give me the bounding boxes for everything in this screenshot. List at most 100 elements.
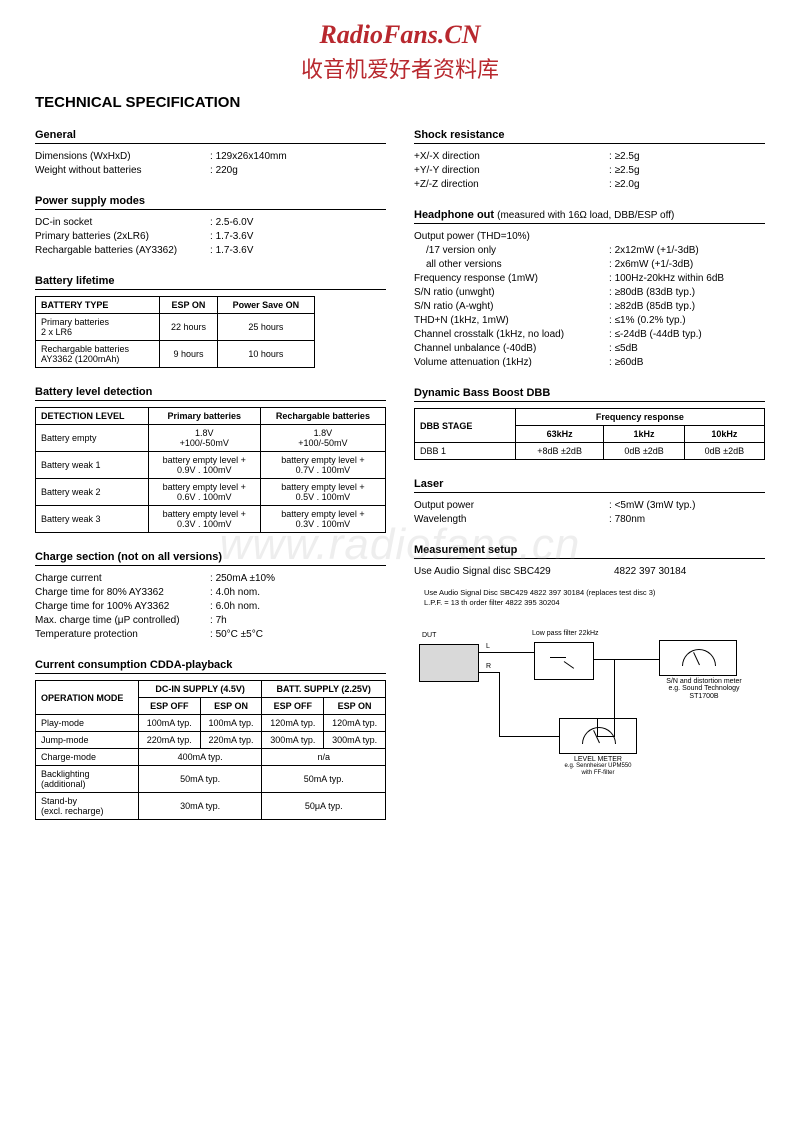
kv-row: S/N ratio (unwght)≥80dB (83dB typ.) bbox=[414, 286, 765, 299]
kv-value: 50°C ±5°C bbox=[210, 628, 263, 641]
kv-value: 4.0h nom. bbox=[210, 586, 260, 599]
kv-label: Output power bbox=[414, 499, 609, 512]
td: Battery weak 2 bbox=[36, 479, 149, 506]
left-column: General Dimensions (WxHxD)129x26x140mmWe… bbox=[35, 129, 386, 838]
td: 50μA typ. bbox=[262, 793, 386, 820]
battery-detect-table: DETECTION LEVELPrimary batteriesRecharga… bbox=[35, 407, 386, 533]
table-row: Battery weak 2battery empty level +0.6V … bbox=[36, 479, 386, 506]
td: 50mA typ. bbox=[138, 766, 262, 793]
sn-label: S/N and distortion metere.g. Sound Techn… bbox=[659, 678, 749, 701]
th: ESP ON bbox=[324, 698, 386, 715]
td: 120mA typ. bbox=[324, 715, 386, 732]
kv-value: 220g bbox=[210, 164, 238, 177]
td: Rechargable batteriesAY3362 (1200mAh) bbox=[36, 341, 160, 368]
th: BATT. SUPPLY (2.25V) bbox=[262, 681, 386, 698]
kv-value: ≤5dB bbox=[609, 342, 638, 355]
kv-label: Rechargable batteries (AY3362) bbox=[35, 244, 210, 257]
kv-row: +Y/-Y direction≥2.5g bbox=[414, 164, 765, 177]
kv-label: Dimensions (WxHxD) bbox=[35, 150, 210, 163]
kv-label: +X/-X direction bbox=[414, 150, 609, 163]
lpf-label: Low pass filter 22kHz bbox=[532, 630, 599, 638]
td: battery empty level +0.3V . 100mV bbox=[260, 506, 385, 533]
td: DBB 1 bbox=[415, 443, 516, 460]
section-title: Headphone out (measured with 16Ω load, D… bbox=[414, 209, 765, 224]
kv-label: Max. charge time (μP controlled) bbox=[35, 614, 210, 627]
section-title: Current consumption CDDA-playback bbox=[35, 659, 386, 674]
td: 0dB ±2dB bbox=[684, 443, 764, 460]
kv-value: ≥80dB (83dB typ.) bbox=[609, 286, 695, 299]
th: Power Save ON bbox=[217, 297, 314, 314]
section-title: Charge section (not on all versions) bbox=[35, 551, 386, 566]
kv-row: Frequency response (1mW)100Hz-20kHz with… bbox=[414, 272, 765, 285]
td: 100mA typ. bbox=[200, 715, 262, 732]
th: DC-IN SUPPLY (4.5V) bbox=[138, 681, 262, 698]
section-title: Shock resistance bbox=[414, 129, 765, 144]
kv-label: Temperature protection bbox=[35, 628, 210, 641]
dut-label: DUT bbox=[422, 632, 436, 640]
td: 1.8V+100/-50mV bbox=[260, 425, 385, 452]
measure-text: Use Audio Signal disc SBC429 bbox=[414, 565, 614, 578]
th: ESP ON bbox=[160, 297, 218, 314]
th: Primary batteries bbox=[148, 408, 260, 425]
td: 9 hours bbox=[160, 341, 218, 368]
page-title: TECHNICAL SPECIFICATION bbox=[35, 94, 765, 111]
kv-label: S/N ratio (unwght) bbox=[414, 286, 609, 299]
kv-value: ≥60dB bbox=[609, 356, 643, 369]
kv-label: Weight without batteries bbox=[35, 164, 210, 177]
table-row: Battery empty1.8V+100/-50mV1.8V+100/-50m… bbox=[36, 425, 386, 452]
kv-label: THD+N (1kHz, 1mW) bbox=[414, 314, 609, 327]
td: Jump-mode bbox=[36, 732, 139, 749]
td: 50mA typ. bbox=[262, 766, 386, 793]
th: 63kHz bbox=[515, 426, 604, 443]
table-row: Stand-by(excl. recharge)30mA typ.50μA ty… bbox=[36, 793, 386, 820]
kv-row: Output power<5mW (3mW typ.) bbox=[414, 499, 765, 512]
td: 10 hours bbox=[217, 341, 314, 368]
td: Battery empty bbox=[36, 425, 149, 452]
kv-label: all other versions bbox=[414, 258, 609, 271]
section-title: Battery lifetime bbox=[35, 275, 386, 290]
section-headphone: Headphone out (measured with 16Ω load, D… bbox=[414, 209, 765, 369]
kv-value: ≥2.0g bbox=[609, 178, 640, 191]
section-title: Battery level detection bbox=[35, 386, 386, 401]
kv-row: Wavelength780nm bbox=[414, 513, 765, 526]
kv-row: Charge time for 80% AY33624.0h nom. bbox=[35, 586, 386, 599]
td: Charge-mode bbox=[36, 749, 139, 766]
td: Backlighting(additional) bbox=[36, 766, 139, 793]
table-row: Battery weak 1battery empty level +0.9V … bbox=[36, 452, 386, 479]
measure-code: 4822 397 30184 bbox=[614, 565, 686, 578]
battery-life-table: BATTERY TYPEESP ONPower Save ON Primary … bbox=[35, 296, 315, 368]
td: +8dB ±2dB bbox=[515, 443, 604, 460]
td: 300mA typ. bbox=[262, 732, 324, 749]
section-batt-life: Battery lifetime BATTERY TYPEESP ONPower… bbox=[35, 275, 386, 368]
th: ESP OFF bbox=[138, 698, 200, 715]
kv-value: 1.7-3.6V bbox=[210, 230, 253, 243]
kv-label: S/N ratio (A-wght) bbox=[414, 300, 609, 313]
td: 25 hours bbox=[217, 314, 314, 341]
kv-row: Max. charge time (μP controlled)7h bbox=[35, 614, 386, 627]
td: Play-mode bbox=[36, 715, 139, 732]
kv-value: <5mW (3mW typ.) bbox=[609, 499, 695, 512]
table-row: Jump-mode220mA typ.220mA typ.300mA typ.3… bbox=[36, 732, 386, 749]
section-shock: Shock resistance +X/-X direction≥2.5g+Y/… bbox=[414, 129, 765, 191]
td: battery empty level +0.3V . 100mV bbox=[148, 506, 260, 533]
kv-value: 780nm bbox=[609, 513, 645, 526]
th: OPERATION MODE bbox=[36, 681, 139, 715]
kv-row: Volume attenuation (1kHz)≥60dB bbox=[414, 356, 765, 369]
table-row: Charge-mode400mA typ.n/a bbox=[36, 749, 386, 766]
section-batt-detect: Battery level detection DETECTION LEVELP… bbox=[35, 386, 386, 533]
th: 10kHz bbox=[684, 426, 764, 443]
td: 100mA typ. bbox=[138, 715, 200, 732]
td: 22 hours bbox=[160, 314, 218, 341]
td: 120mA typ. bbox=[262, 715, 324, 732]
right-column: Shock resistance +X/-X direction≥2.5g+Y/… bbox=[414, 129, 765, 838]
dbb-table: DBB STAGE Frequency response 63kHz1kHz10… bbox=[414, 408, 765, 460]
th: ESP OFF bbox=[262, 698, 324, 715]
th: ESP ON bbox=[200, 698, 262, 715]
kv-value: 2.5-6.0V bbox=[210, 216, 253, 229]
kv-value: ≤1% (0.2% typ.) bbox=[609, 314, 686, 327]
current-table: OPERATION MODE DC-IN SUPPLY (4.5V) BATT.… bbox=[35, 680, 386, 820]
kv-label: Channel crosstalk (1kHz, no load) bbox=[414, 328, 609, 341]
td: 220mA typ. bbox=[138, 732, 200, 749]
td: 1.8V+100/-50mV bbox=[148, 425, 260, 452]
header-chinese: 收音机爱好者资料库 bbox=[35, 52, 765, 84]
